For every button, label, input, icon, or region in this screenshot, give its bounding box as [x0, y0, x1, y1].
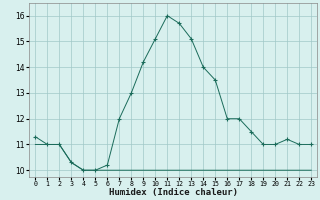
X-axis label: Humidex (Indice chaleur): Humidex (Indice chaleur): [109, 188, 238, 197]
